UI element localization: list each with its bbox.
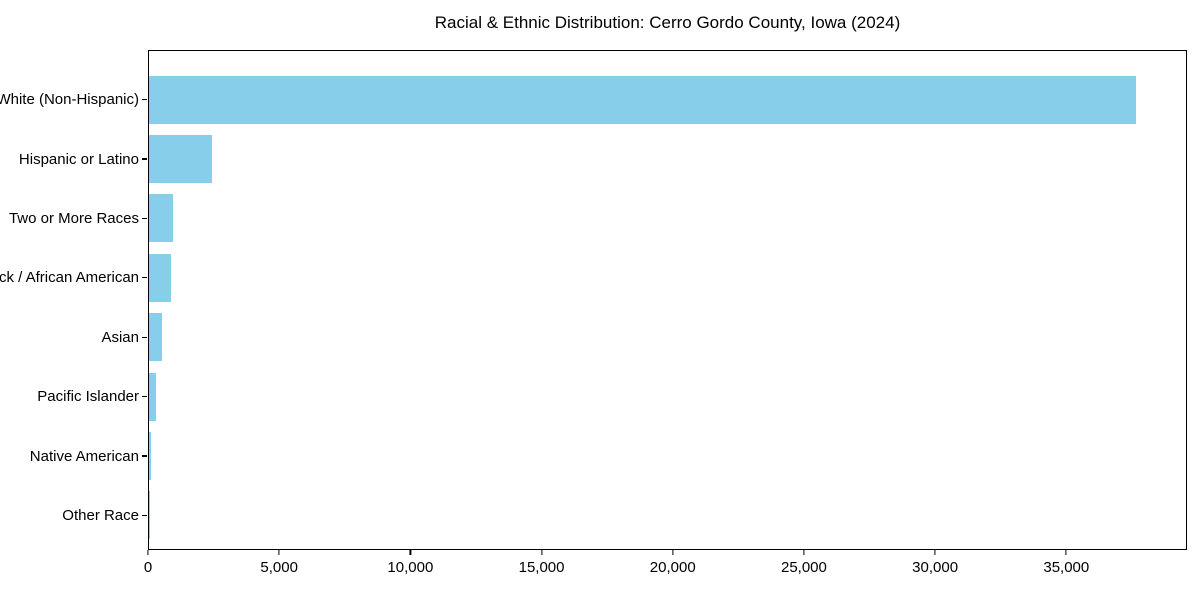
bar [149,372,156,421]
chart-title: Racial & Ethnic Distribution: Cerro Gord… [434,13,901,32]
y-axis-tick [142,277,147,279]
y-axis-tick [142,336,147,338]
bar [149,432,151,481]
x-tick-mark [278,550,280,555]
x-tick-mark [672,550,674,555]
bar [149,194,174,243]
x-tick-label: 35,000 [1043,559,1090,576]
bar [149,253,171,302]
bar-row-asian: Asian [101,308,1186,367]
y-axis-label: Asian [101,328,139,346]
bar-row-other-race: Other Race [62,486,1186,545]
y-axis-label: Hispanic or Latino [18,150,139,168]
x-tick-mark [934,550,936,555]
x-tick-label: 5,000 [260,559,298,576]
x-tick-label: 10,000 [387,559,434,576]
bar-rows: White (Non-Hispanic) Hispanic or Latino … [0,70,1186,545]
x-tick-mark [147,550,149,555]
bar-row-hispanic-or-latino: Hispanic or Latino [19,129,1186,188]
x-tick-label: 0 [143,559,153,576]
bar [149,491,150,540]
y-axis-tick [142,99,147,101]
bar [149,313,163,362]
y-axis-tick [142,217,147,220]
y-axis-label: White (Non-Hispanic) [0,91,139,109]
bar-row-native-american: Native American [30,426,1186,485]
bar [149,135,212,184]
x-tick-mark [1065,550,1067,555]
x-tick-label: 20,000 [649,559,696,576]
x-axis: 0 5,000 10,000 15,000 20,000 25,000 30,0… [144,550,1187,590]
y-axis-label: Other Race [62,506,139,524]
y-axis-label: Pacific Islander [37,388,139,406]
y-axis-label: Two or More Races [8,209,139,227]
y-axis-tick [142,514,147,517]
bar-row-two-or-more-races: Two or More Races [9,189,1186,248]
bar-row-white-non-hispanic: White (Non-Hispanic) [0,70,1186,129]
plot-area: White (Non-Hispanic) Hispanic or Latino … [0,50,1187,550]
bar [149,75,1137,124]
bar-row-black-african-american: Black / African American [0,248,1186,307]
x-tick-label: 25,000 [780,559,827,576]
y-axis-tick [142,158,147,160]
x-tick-label: 15,000 [518,559,565,576]
y-axis-label: Native American [29,447,139,465]
bar-row-pacific-islander: Pacific Islander [37,367,1186,426]
y-axis-tick [142,396,147,398]
x-tick-mark [540,550,543,555]
y-axis-tick [142,455,147,457]
x-tick-label: 30,000 [912,559,959,576]
x-tick-mark [409,550,411,555]
x-tick-mark [803,550,805,555]
y-axis-label: Black / African American [0,269,139,287]
